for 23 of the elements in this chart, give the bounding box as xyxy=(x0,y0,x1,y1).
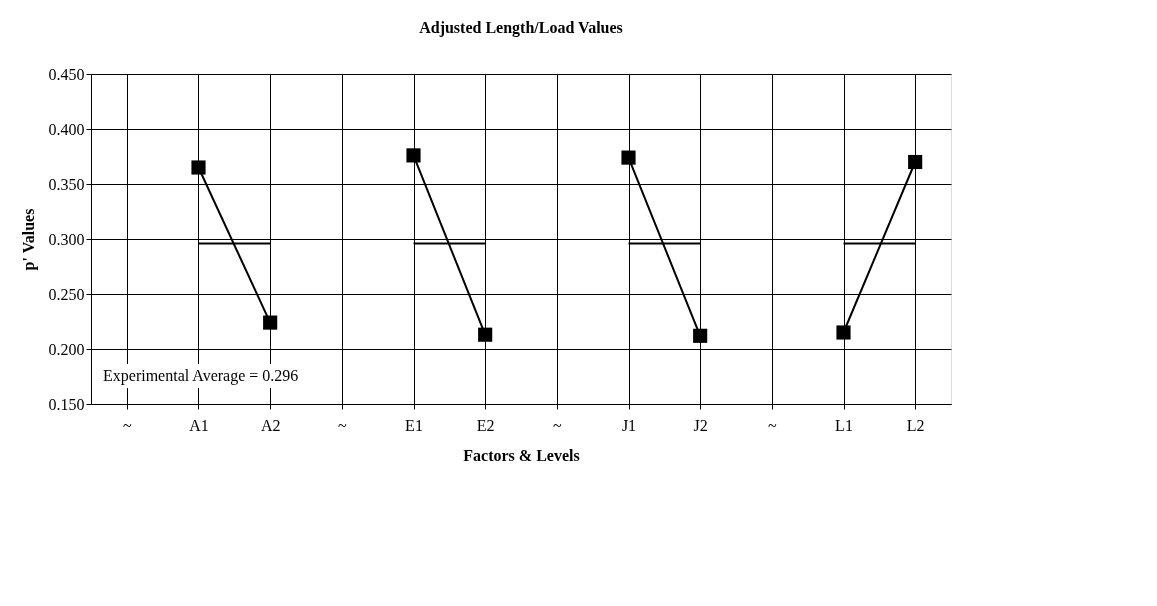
x-tick-label: ~ xyxy=(338,416,348,434)
x-tick-label: E1 xyxy=(405,416,423,434)
x-tick-label: ~ xyxy=(768,416,778,434)
y-tick-label: 0.400 xyxy=(48,120,85,138)
x-tick-label: E2 xyxy=(476,416,495,434)
x-tick-label: A1 xyxy=(189,416,209,434)
x-tick-label: L1 xyxy=(835,416,853,434)
y-tick-label: 0.450 xyxy=(48,65,85,83)
x-tick-label: A2 xyxy=(260,416,281,434)
chart-title: Adjusted Length/Load Values xyxy=(419,19,623,37)
x-tick-label: J1 xyxy=(621,416,637,434)
x-axis-title: Factors & Levels xyxy=(463,446,580,464)
x-tick-label: L2 xyxy=(906,416,925,434)
annotation: Experimental Average = 0.296 xyxy=(103,367,299,385)
y-tick-label: 0.350 xyxy=(48,175,85,193)
y-tick-label: 0.300 xyxy=(48,230,85,248)
y-axis-title: p' Values xyxy=(19,208,38,271)
y-tick-label: 0.250 xyxy=(48,285,85,303)
y-tick-label: 0.200 xyxy=(48,340,85,358)
y-tick-label: 0.150 xyxy=(48,395,85,413)
x-tick-label: ~ xyxy=(123,416,133,434)
x-tick-label: J2 xyxy=(693,416,708,434)
x-tick-label: ~ xyxy=(553,416,563,434)
